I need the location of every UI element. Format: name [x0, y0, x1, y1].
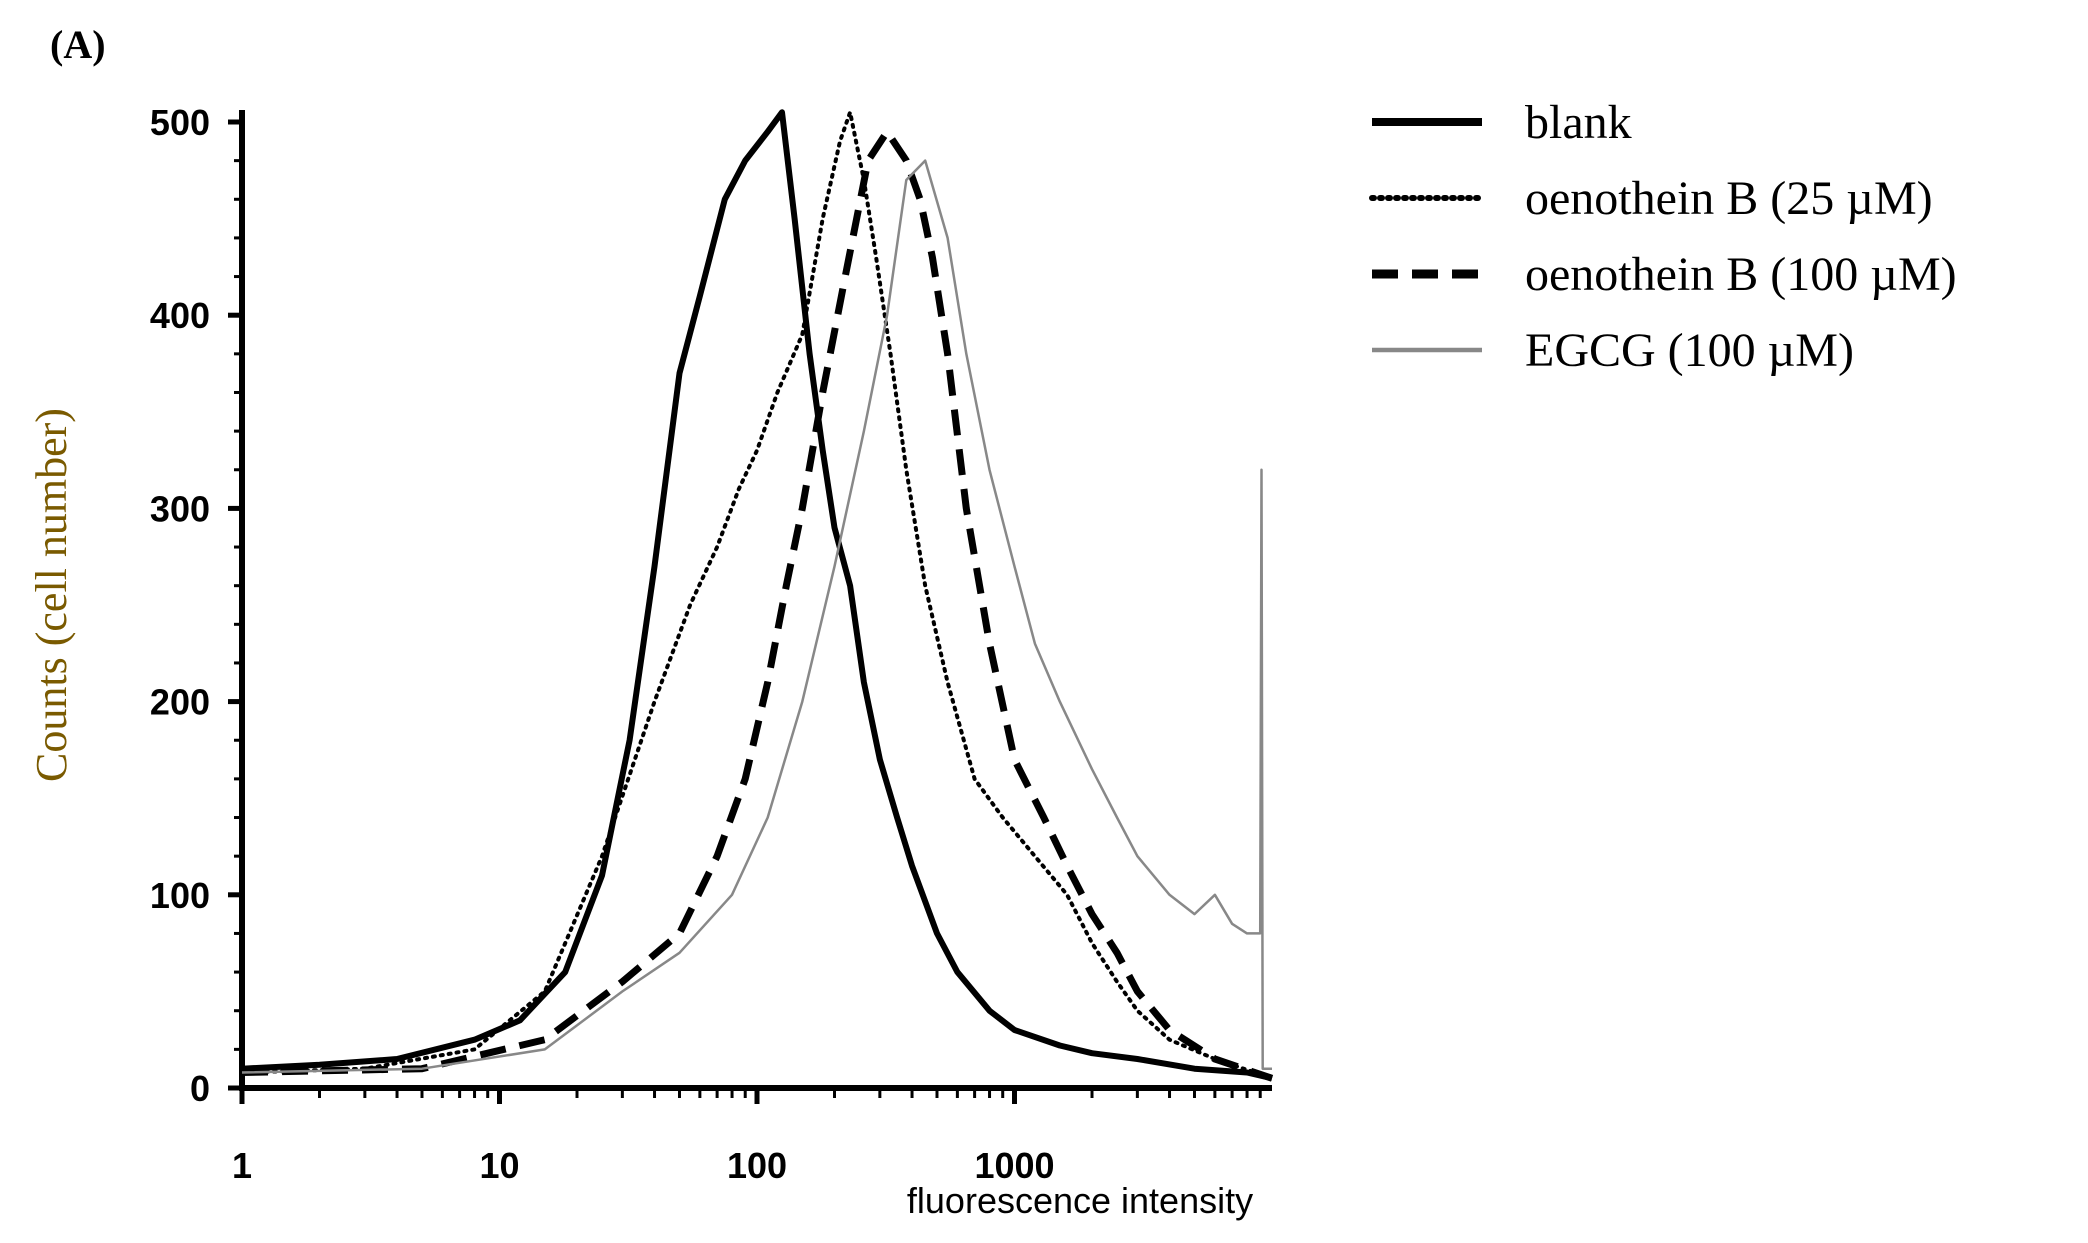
series-line-0: [241, 109, 1273, 1082]
y-tick-label: 300: [150, 488, 210, 529]
legend-label: oenothein B (100 µM): [1525, 248, 1957, 301]
series-line-1: [240, 110, 1274, 1081]
x-tick-labels: 1 10 100 1000: [232, 1145, 1055, 1186]
panel-label: (A): [50, 22, 106, 67]
series-line-3: [241, 159, 1272, 1074]
legend-label: blank: [1525, 96, 1632, 149]
x-tick-label: 10: [479, 1145, 519, 1186]
legend-label: oenothein B (25 µM): [1525, 172, 1933, 225]
x-tick-label: 1000: [974, 1145, 1054, 1186]
legend-label: EGCG (100 µM): [1525, 324, 1854, 377]
x-tick-label: 1: [232, 1145, 252, 1186]
series-layer: [240, 109, 1274, 1082]
y-tick-label: 400: [150, 295, 210, 336]
y-tick-label: 0: [190, 1068, 210, 1109]
y-tick-label: 500: [150, 102, 210, 143]
y-tick-label: 200: [150, 682, 210, 723]
legend: blank oenothein B (25 µM) oenothein B (100…: [1369, 96, 1957, 377]
x-tick-label: 100: [727, 1145, 787, 1186]
series-line-2: [241, 128, 1274, 1082]
x-axis-label: fluorescence intensity: [907, 1180, 1253, 1221]
axes: [228, 110, 1272, 1104]
y-axis-label: Counts (cell number): [27, 408, 76, 782]
y-tick-label: 100: [150, 875, 210, 916]
y-tick-labels: 0 100 200 300 400 500: [150, 102, 210, 1109]
